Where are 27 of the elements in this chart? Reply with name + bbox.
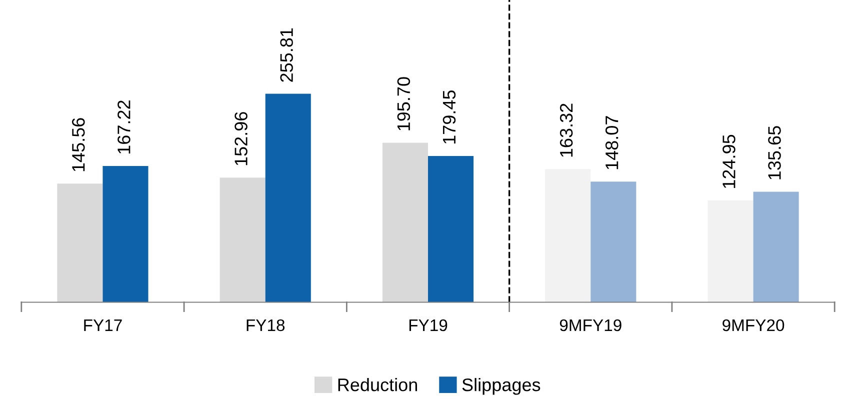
bar: [753, 192, 799, 302]
data-label: 152.96: [234, 112, 248, 166]
x-tick-label: 9MFY20: [722, 319, 784, 332]
bar: [57, 184, 103, 302]
bar: [708, 200, 754, 302]
bar: [265, 94, 311, 302]
data-label: 167.22: [118, 100, 130, 154]
x-tick-label: FY18: [246, 319, 285, 332]
bar: [428, 156, 474, 302]
data-label: 163.32: [560, 104, 573, 157]
x-tick-label: FY19: [409, 319, 448, 332]
legend-label: Slippages: [462, 378, 540, 395]
x-tick-label: 9MFY19: [560, 319, 622, 332]
data-label: 124.95: [722, 134, 736, 188]
data-label: 179.45: [442, 90, 456, 144]
data-label: 148.07: [605, 116, 618, 170]
bar: [590, 182, 636, 302]
x-tick-label: FY17: [84, 320, 122, 331]
bar: [102, 166, 148, 302]
data-label: 135.65: [768, 126, 781, 180]
legend-label: Reduction: [338, 378, 417, 392]
data-label: 255.81: [280, 28, 293, 82]
bar: [545, 169, 591, 302]
data-label: 145.56: [72, 118, 85, 172]
bar: [382, 142, 428, 302]
bar: [220, 178, 266, 302]
data-label: 195.70: [397, 77, 410, 130]
